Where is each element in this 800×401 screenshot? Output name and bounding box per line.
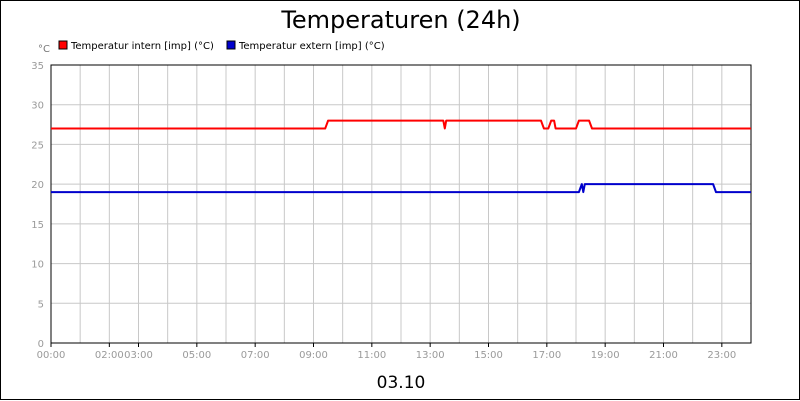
x-tick-label: 13:00 xyxy=(416,350,445,361)
y-tick-label: 15 xyxy=(31,220,44,231)
legend: Temperatur intern [imp] (°C) Temperatur e… xyxy=(58,40,385,52)
x-tick-label: 03:00 xyxy=(124,350,153,361)
x-tick-label: 05:00 xyxy=(182,350,211,361)
legend-label: Temperatur intern [imp] (°C) xyxy=(70,41,214,52)
legend-label: Temperatur extern [imp] (°C) xyxy=(238,41,385,52)
y-tick-label: 10 xyxy=(31,260,44,271)
y-tick-label: 35 xyxy=(31,61,44,72)
x-tick-label: 17:00 xyxy=(532,350,561,361)
axes: 0 5 10 15 20 25 30 35 00:00 02:00 03:00 05:00 07:00 0… xyxy=(31,61,752,361)
x-tick-label: 00:00 xyxy=(37,350,66,361)
series-line-2 xyxy=(51,183,751,194)
x-tick-label: 09:00 xyxy=(299,350,328,361)
series-line-1 xyxy=(51,119,751,130)
chart-title: Temperaturen (24h) xyxy=(280,6,520,34)
x-tick-label: 02:00 xyxy=(95,350,124,361)
y-tick-label: 5 xyxy=(38,299,44,310)
legend-swatch xyxy=(226,40,236,50)
x-tick-label: 11:00 xyxy=(357,350,386,361)
date-label: 03.10 xyxy=(377,373,426,393)
x-tick-label: 23:00 xyxy=(707,350,736,361)
y-tick-label: 0 xyxy=(38,339,44,350)
grid xyxy=(51,65,751,343)
y-tick-label: 30 xyxy=(31,101,44,112)
y-tick-label: 25 xyxy=(31,140,44,151)
x-tick-label: 07:00 xyxy=(241,350,270,361)
y-axis-unit: °C xyxy=(38,44,50,55)
plot-border xyxy=(50,64,752,344)
series-layer xyxy=(51,119,751,194)
y-tick-label: 20 xyxy=(31,180,44,191)
legend-swatch xyxy=(58,40,68,50)
x-tick-label: 19:00 xyxy=(591,350,620,361)
x-tick-label: 15:00 xyxy=(474,350,503,361)
x-tick-label: 21:00 xyxy=(649,350,678,361)
